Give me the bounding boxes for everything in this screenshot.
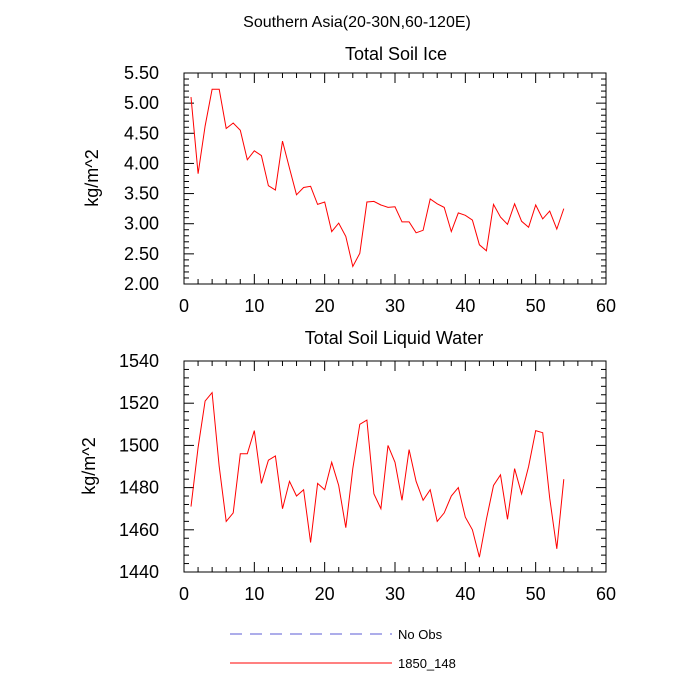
y-tick-label: 5.50 [124,63,159,83]
x-tick-label: 40 [455,584,475,604]
y-tick-label: 2.50 [124,244,159,264]
y-tick-label: 4.50 [124,123,159,143]
plot-frame [183,72,607,285]
legend-label-no-obs: No Obs [398,627,443,642]
series-line [190,88,565,268]
panel-title: Total Soil Ice [345,44,447,64]
y-axis-title: kg/m^2 [79,437,99,494]
x-tick-label: 10 [244,584,264,604]
y-tick-label: 1460 [119,520,159,540]
x-tick-label: 40 [455,296,475,316]
x-tick-label: 10 [244,296,264,316]
x-tick-label: 50 [526,584,546,604]
series-line [190,391,565,558]
x-tick-label: 60 [596,584,616,604]
y-tick-label: 2.00 [124,274,159,294]
plot-frame [183,360,607,573]
y-tick-label: 1440 [119,562,159,582]
x-tick-label: 50 [526,296,546,316]
y-tick-label: 1500 [119,435,159,455]
x-tick-label: 0 [179,584,189,604]
panel-total-soil-liquid-water: Total Soil Liquid Water kg/m^2 0 10 20 30 40… [79,328,616,604]
panel-total-soil-ice: Total Soil Ice kg/m^2 0 10 20 30 40 50 60 2.00 2… [82,44,616,316]
x-tick-label: 20 [315,584,335,604]
legend: No Obs 1850_148 [230,627,456,671]
x-tick-label: 20 [315,296,335,316]
axis-ticks: 0 10 20 30 40 50 60 2.00 2.50 3.00 3.50 4.00 4.50 5.0… [124,63,616,316]
y-tick-label: 1520 [119,393,159,413]
y-tick-label: 3.50 [124,184,159,204]
x-tick-label: 30 [385,296,405,316]
y-tick-label: 4.00 [124,153,159,173]
y-tick-label: 1480 [119,478,159,498]
y-tick-label: 5.00 [124,93,159,113]
legend-label-1850-148: 1850_148 [398,656,456,671]
series-layer [190,391,565,558]
series-layer [190,88,565,268]
x-tick-label: 60 [596,296,616,316]
figure-title: Southern Asia(20-30N,60-120E) [243,14,471,31]
y-tick-label: 3.00 [124,214,159,234]
axis-ticks: 0 10 20 30 40 50 60 1440 1460 1480 1500 1520 1540 [119,351,616,604]
y-tick-label: 1540 [119,351,159,371]
x-tick-label: 30 [385,584,405,604]
x-tick-label: 0 [179,296,189,316]
panel-title: Total Soil Liquid Water [305,328,483,348]
y-axis-title: kg/m^2 [82,149,102,206]
